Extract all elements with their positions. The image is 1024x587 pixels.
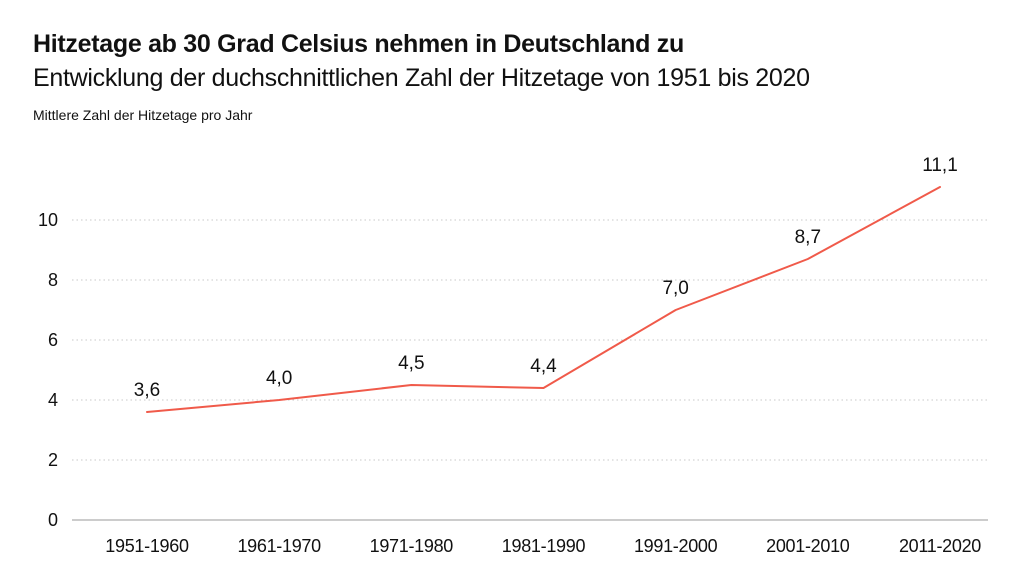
data-label: 7,0 — [662, 278, 688, 299]
data-label: 3,6 — [134, 380, 160, 401]
data-label: 8,7 — [795, 227, 821, 248]
y-axis-caption: Mittlere Zahl der Hitzetage pro Jahr — [33, 107, 253, 123]
y-axis-ticks: 0 2 4 6 8 10 — [38, 210, 58, 530]
y-tick-label: 2 — [48, 450, 58, 470]
x-tick-label: 1991-2000 — [634, 536, 718, 556]
y-tick-label: 0 — [48, 510, 58, 530]
x-tick-label: 2011-2020 — [899, 536, 981, 556]
x-tick-label: 1981-1990 — [502, 536, 586, 556]
x-tick-label: 1971-1980 — [370, 536, 454, 556]
series-line — [146, 186, 941, 413]
data-labels: 3,6 4,0 4,5 4,4 7,0 8,7 11,1 — [134, 155, 958, 401]
chart-title: Hitzetage ab 30 Grad Celsius nehmen in D… — [33, 30, 684, 58]
data-label: 4,4 — [530, 356, 557, 377]
y-tick-label: 8 — [48, 270, 58, 290]
y-tick-label: 10 — [38, 210, 58, 230]
x-tick-label: 2001-2010 — [766, 536, 850, 556]
x-tick-label: 1951-1960 — [105, 536, 189, 556]
data-label: 11,1 — [922, 155, 958, 176]
gridlines — [72, 219, 988, 521]
series-line-group — [146, 186, 941, 413]
chart-subtitle: Entwicklung der duchschnittlichen Zahl d… — [33, 64, 810, 92]
y-tick-label: 4 — [48, 390, 58, 410]
x-axis-ticks: 1951-1960 1961-1970 1971-1980 1981-1990 1991… — [105, 536, 981, 556]
data-label: 4,5 — [398, 353, 424, 374]
x-tick-label: 1961-1970 — [237, 536, 321, 556]
y-tick-label: 6 — [48, 330, 58, 350]
data-label: 4,0 — [266, 368, 292, 389]
